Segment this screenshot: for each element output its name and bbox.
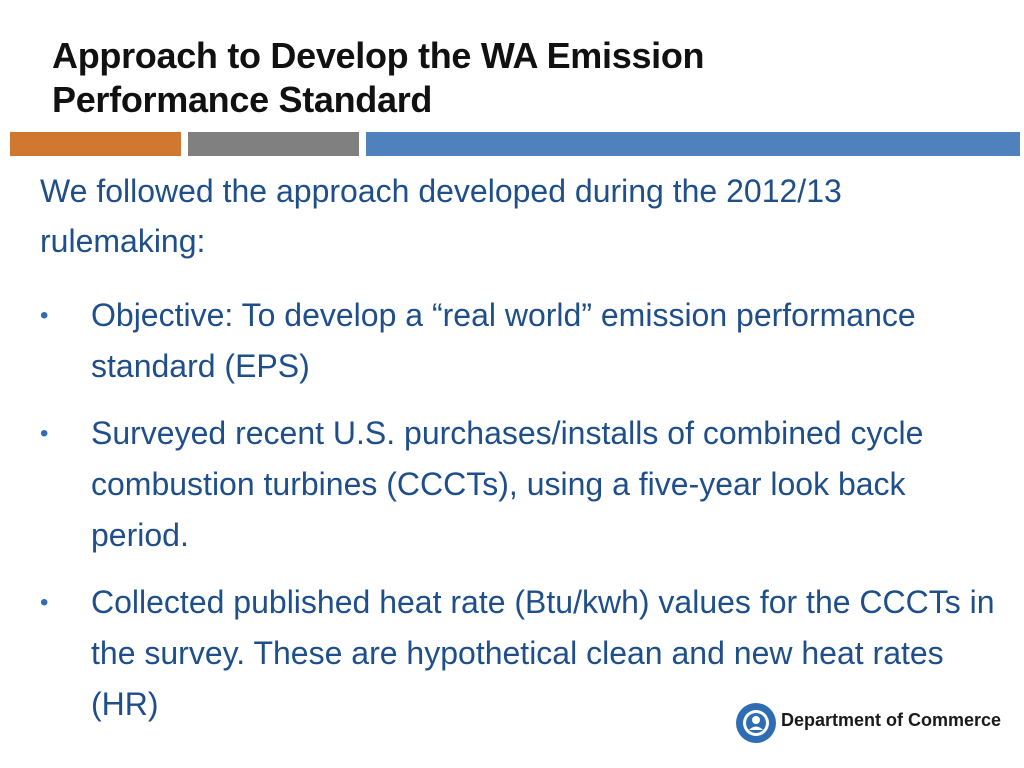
logo-label: Department of Commerce bbox=[781, 710, 1002, 730]
bullet-list: • Objective: To develop a “real world” e… bbox=[40, 290, 1000, 746]
slide-title: Approach to Develop the WA Emission Perf… bbox=[52, 34, 952, 122]
bullet-item: • Objective: To develop a “real world” e… bbox=[40, 290, 1000, 392]
intro-text: We followed the approach developed durin… bbox=[40, 173, 842, 259]
bullet-dot-icon: • bbox=[40, 589, 49, 616]
bullet-item: • Surveyed recent U.S. purchases/install… bbox=[40, 408, 1000, 561]
title-line-1: Approach to Develop the WA Emission bbox=[52, 35, 705, 76]
accent-bar-blue bbox=[366, 132, 1020, 156]
bullet-text: Objective: To develop a “real world” emi… bbox=[91, 297, 916, 384]
accent-bar-gray bbox=[188, 132, 359, 156]
commerce-logo: Department of Commerce bbox=[735, 700, 1005, 746]
washington-seal-icon bbox=[736, 703, 776, 743]
bullet-dot-icon: • bbox=[40, 420, 49, 447]
title-line-2: Performance Standard bbox=[52, 79, 433, 120]
bullet-text: Surveyed recent U.S. purchases/installs … bbox=[91, 415, 924, 553]
bullet-item: • Collected published heat rate (Btu/kwh… bbox=[40, 577, 1000, 730]
bullet-text: Collected published heat rate (Btu/kwh) … bbox=[91, 584, 995, 722]
accent-bar-orange bbox=[10, 132, 181, 156]
bullet-dot-icon: • bbox=[40, 302, 49, 329]
